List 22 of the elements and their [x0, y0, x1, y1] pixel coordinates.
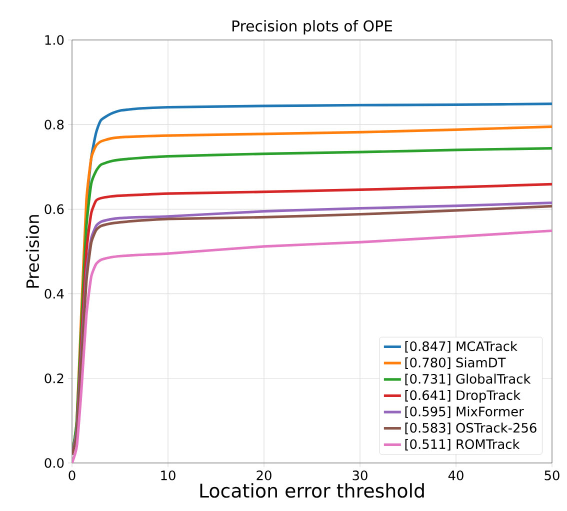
y-tick-label: 0.4 [44, 288, 64, 299]
legend-label: [0.847] MCATrack [405, 341, 518, 353]
chart-title: Precision plots of OPE [232, 20, 392, 34]
legend-label: [0.731] GlobalTrack [405, 374, 531, 386]
x-tick-label: 0 [68, 470, 76, 480]
legend-label: [0.595] MixFormer [405, 406, 524, 418]
legend-label: [0.511] ROMTrack [405, 439, 520, 451]
y-axis-title: Precision [26, 215, 40, 288]
x-axis-title: Location error threshold [200, 483, 424, 498]
y-tick-label: 0.6 [44, 204, 64, 214]
legend-label: [0.641] DropTrack [405, 390, 521, 403]
x-tick-label: 20 [256, 470, 272, 480]
x-tick-label: 30 [352, 470, 368, 480]
legend-label: [0.583] OSTrack-256 [405, 422, 536, 434]
y-tick-label: 0.2 [44, 373, 64, 384]
legend-label: [0.780] SiamDT [405, 357, 506, 369]
x-tick-label: 10 [161, 470, 176, 480]
y-tick-label: 0.0 [44, 458, 64, 468]
y-tick-label: 1.0 [45, 35, 64, 45]
x-tick-label: 40 [448, 470, 464, 480]
y-tick-label: 0.8 [44, 120, 64, 130]
x-tick-label: 50 [544, 470, 560, 480]
